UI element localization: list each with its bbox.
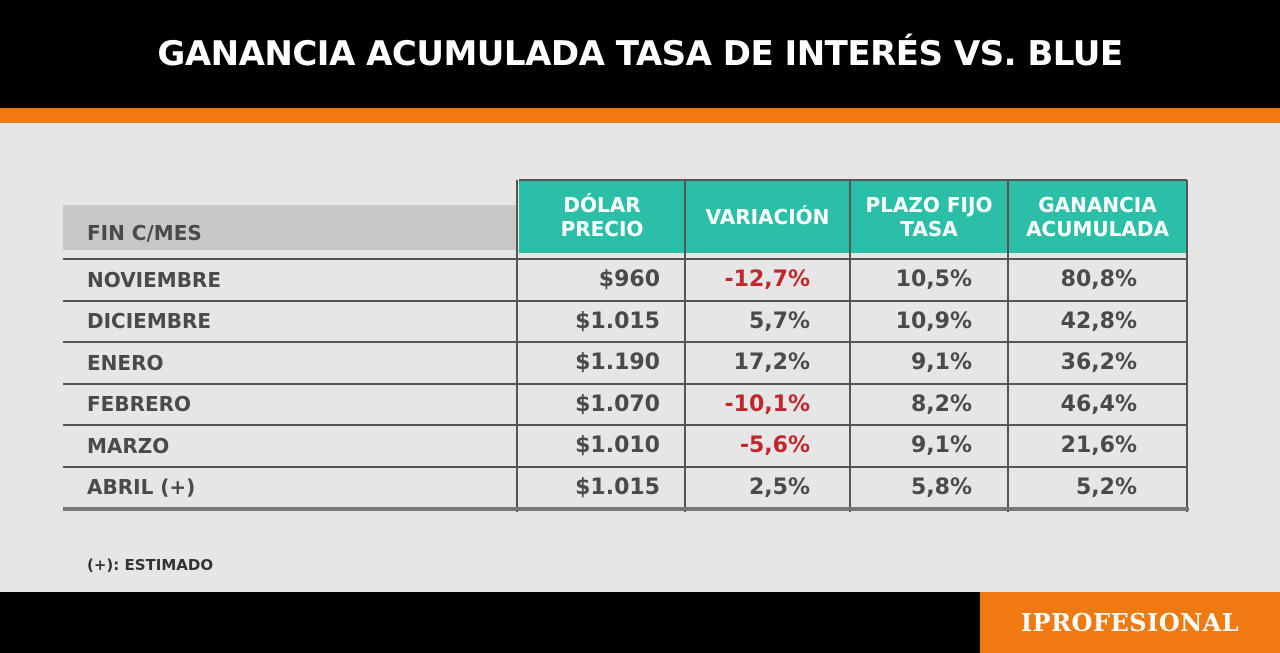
cell: 17,2% <box>733 350 810 376</box>
cell: 42,8% <box>1060 308 1137 334</box>
accent-bar <box>0 108 1280 123</box>
cell: 8,2% <box>910 391 972 417</box>
cell: 36,2% <box>1060 350 1137 376</box>
column-border <box>684 180 686 512</box>
cell: 9,1% <box>910 350 972 376</box>
column-border <box>516 180 518 512</box>
cell: $1.070 <box>575 391 660 417</box>
column-border <box>849 180 851 512</box>
cell: 5,8% <box>910 474 972 500</box>
column-border <box>1007 180 1009 512</box>
cell: -12,7% <box>724 267 810 293</box>
cell: $1.015 <box>575 474 660 500</box>
column-border <box>1186 180 1188 512</box>
cell: -10,1% <box>724 391 810 417</box>
cell: $1.010 <box>575 433 660 459</box>
row-label: ENERO <box>87 350 164 375</box>
header-text: PRECIO <box>560 216 644 241</box>
header-text: TASA <box>900 216 958 241</box>
cell: -5,6% <box>739 433 810 459</box>
row-border <box>63 465 1187 468</box>
table-bottom <box>63 507 1189 511</box>
row-label: FEBRERO <box>87 392 192 417</box>
cell: 46,4% <box>1060 391 1137 417</box>
cell: 80,8% <box>1060 267 1137 293</box>
cell: 21,6% <box>1060 433 1137 459</box>
header-text: PLAZO FIJO <box>865 192 993 217</box>
cell: $1.015 <box>575 308 660 334</box>
header-bar <box>0 0 1280 108</box>
header-cell: FIN C/MES <box>63 205 517 250</box>
row-border <box>63 258 1187 260</box>
row-border <box>63 382 1187 385</box>
row-label: ABRIL (+) <box>87 475 196 500</box>
cell: $960 <box>598 267 660 293</box>
row-border <box>63 341 1187 343</box>
logo-box <box>980 592 1280 653</box>
header-cell: GANANCIA ACUMULADA <box>1008 180 1187 253</box>
cell: 2,5% <box>748 474 810 500</box>
title: GANANCIA ACUMULADA TASA DE INTERÉS VS. B… <box>157 34 1123 74</box>
cell: 5,7% <box>748 308 810 334</box>
row-border <box>519 179 1187 181</box>
cell: $1.190 <box>575 350 660 376</box>
header-text: GANANCIA <box>1038 192 1157 217</box>
header-text: ACUMULADA <box>1026 216 1169 241</box>
cell: 10,9% <box>895 308 972 334</box>
header-cell: VARIACIÓN <box>685 180 850 253</box>
logo: IPROFESIONAL <box>1020 608 1240 637</box>
header-text: VARIACIÓN <box>705 204 830 229</box>
row-label: NOVIEMBRE <box>87 267 221 292</box>
header-cell: PLAZO FIJO TASA <box>850 180 1008 253</box>
header-text: DÓLAR <box>563 192 641 217</box>
row-label: MARZO <box>87 433 170 458</box>
header-cell: DÓLAR PRECIO <box>519 180 685 253</box>
row-border <box>63 299 1187 302</box>
cell: 10,5% <box>895 267 972 293</box>
cell: 5,2% <box>1075 474 1137 500</box>
row-border <box>63 424 1187 426</box>
cell: 9,1% <box>910 433 972 459</box>
header-text: FIN C/MES <box>87 220 202 245</box>
row-label: DICIEMBRE <box>87 309 212 334</box>
footnote: (+): ESTIMADO <box>87 556 214 574</box>
